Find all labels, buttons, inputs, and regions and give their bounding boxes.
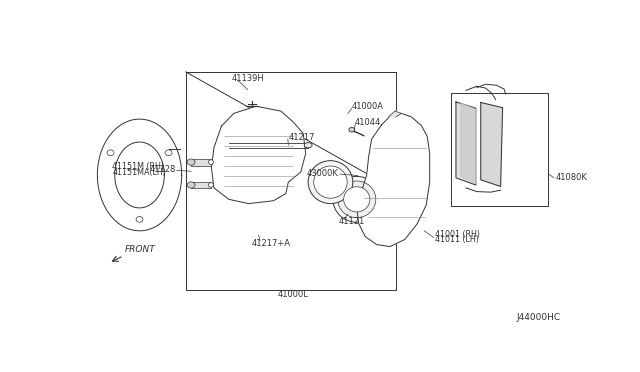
Bar (191, 158, 211, 166)
Polygon shape (481, 103, 502, 186)
Text: 41044: 41044 (355, 118, 381, 127)
Text: 41151M (RH): 41151M (RH) (112, 163, 164, 171)
Ellipse shape (136, 217, 143, 222)
Ellipse shape (338, 181, 376, 218)
Text: 41151MA(LH): 41151MA(LH) (112, 168, 166, 177)
Polygon shape (356, 113, 429, 247)
Ellipse shape (304, 142, 312, 148)
Text: 41080K: 41080K (555, 173, 587, 182)
Polygon shape (388, 111, 401, 117)
Ellipse shape (344, 187, 370, 212)
Ellipse shape (314, 166, 348, 198)
Text: FRONT: FRONT (125, 245, 156, 254)
Bar (191, 182, 211, 189)
Polygon shape (211, 106, 306, 203)
Ellipse shape (165, 150, 172, 155)
Text: 41000A: 41000A (352, 102, 384, 111)
Ellipse shape (107, 150, 114, 155)
Ellipse shape (333, 176, 381, 222)
Text: 41217: 41217 (288, 133, 315, 142)
Ellipse shape (187, 182, 195, 188)
Ellipse shape (308, 161, 353, 203)
Text: 41217+A: 41217+A (252, 239, 291, 248)
Text: 41121: 41121 (339, 217, 365, 226)
Text: 41139H: 41139H (231, 74, 264, 83)
Polygon shape (461, 103, 476, 183)
Text: 41000L: 41000L (278, 290, 308, 299)
Ellipse shape (349, 128, 355, 132)
Text: 41128: 41128 (149, 165, 176, 174)
Bar (451, 93, 548, 206)
Polygon shape (456, 102, 476, 185)
Text: J44000HC: J44000HC (516, 314, 560, 323)
Ellipse shape (187, 159, 195, 165)
Ellipse shape (209, 183, 213, 187)
Ellipse shape (209, 160, 213, 164)
Text: 41001 (RH): 41001 (RH) (435, 230, 479, 239)
Text: 41011 (LH): 41011 (LH) (435, 235, 479, 244)
Text: 43000K: 43000K (307, 169, 339, 178)
Bar (186, 72, 396, 289)
